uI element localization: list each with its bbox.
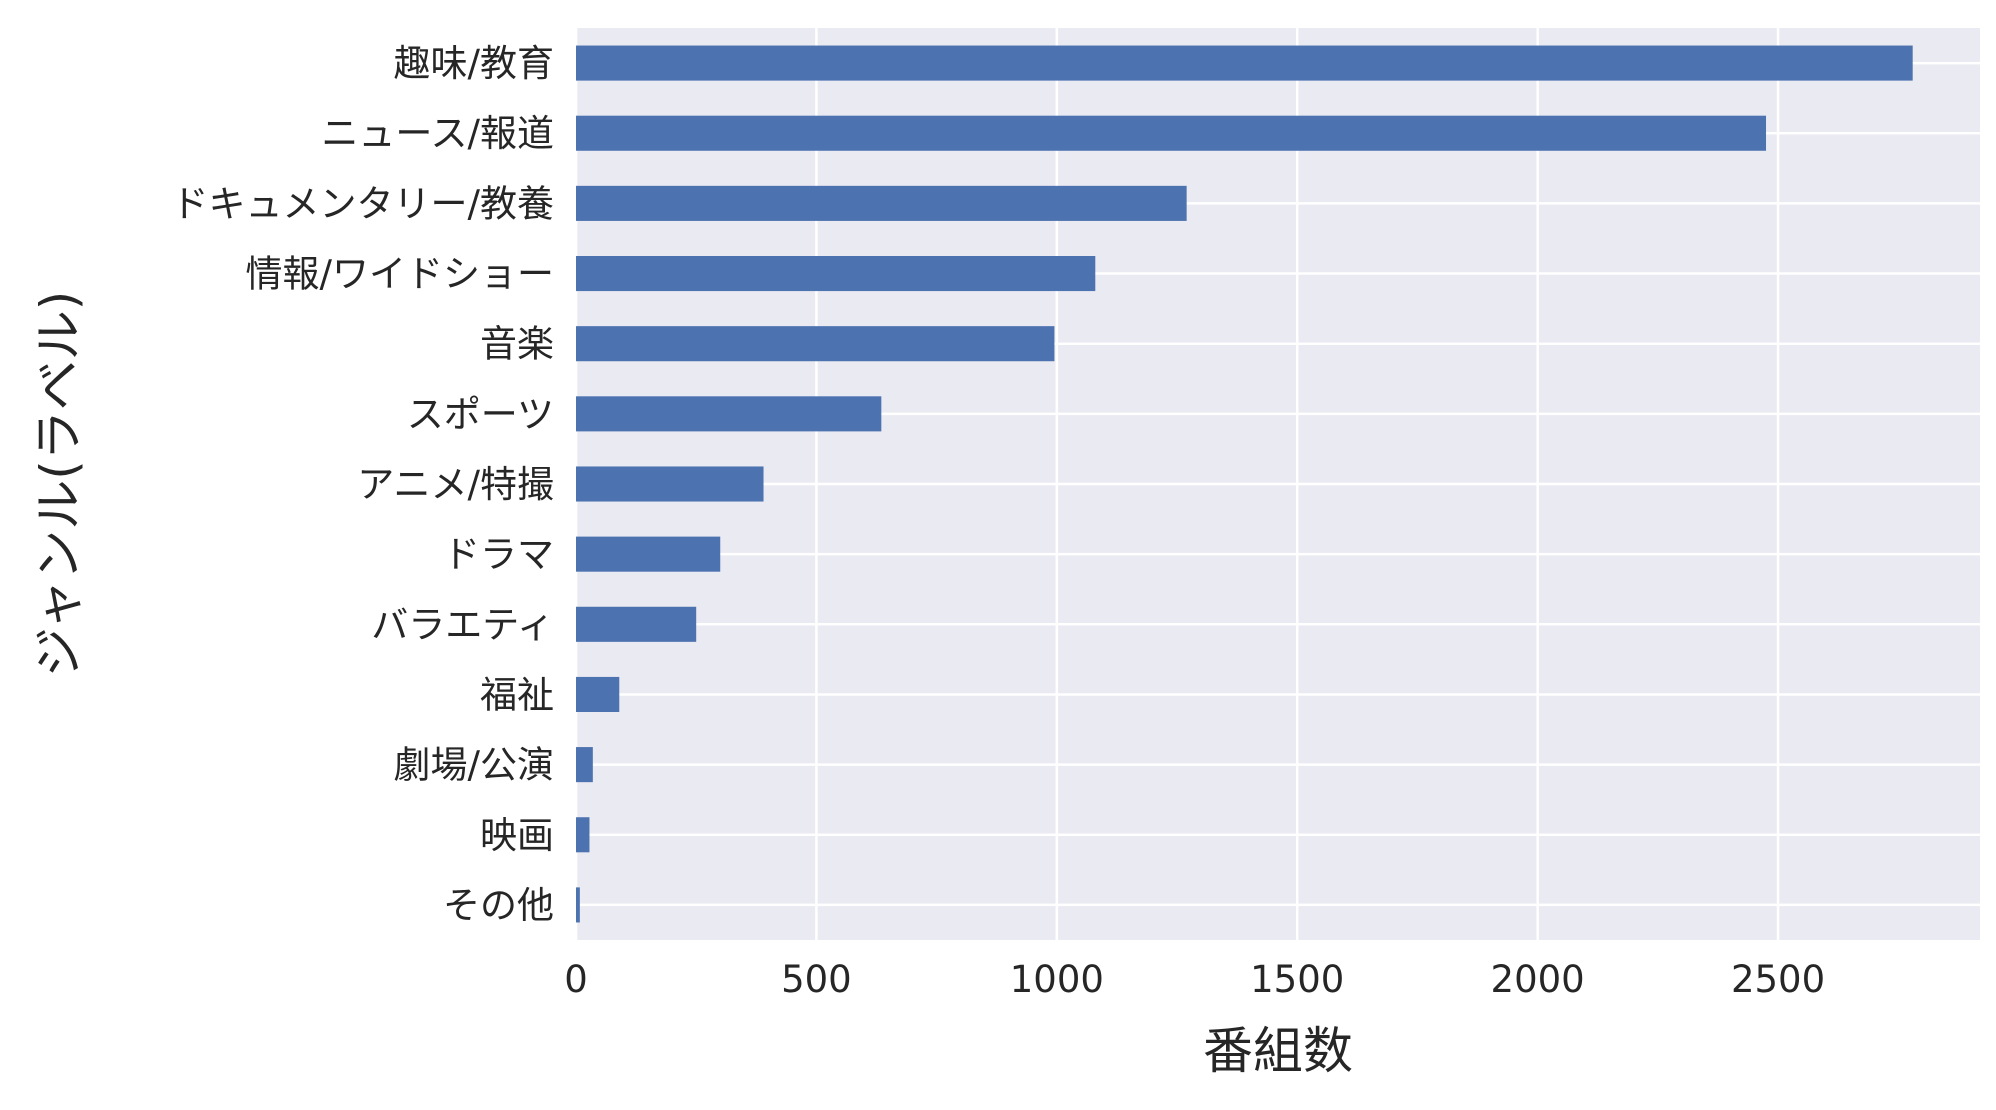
bar-5 [576, 396, 882, 432]
category-label-8: バラエティ [371, 603, 554, 646]
category-label-12: その他 [443, 884, 554, 927]
category-labels: 趣味/教育ニュース/報道ドキュメンタリー/教養情報/ワイドショー音楽スポーツアニ… [172, 42, 554, 927]
bar-7 [576, 536, 721, 572]
category-label-6: アニメ/特撮 [357, 463, 554, 506]
category-label-2: ドキュメンタリー/教養 [172, 182, 554, 225]
category-label-0: 趣味/教育 [394, 42, 554, 85]
x-tick-2: 1000 [1010, 958, 1104, 1001]
bar-6 [576, 466, 764, 502]
bar-12 [576, 887, 580, 923]
category-label-7: ドラマ [443, 533, 554, 576]
x-tick-0: 0 [564, 958, 588, 1001]
category-label-5: スポーツ [407, 393, 554, 436]
y-axis-title: ジャンル(ラベル) [30, 291, 88, 678]
bar-9 [576, 676, 620, 712]
category-label-4: 音楽 [480, 323, 554, 366]
bar-3 [576, 256, 1096, 292]
category-label-11: 映画 [480, 814, 554, 857]
bar-2 [576, 185, 1187, 221]
bar-10 [576, 747, 593, 783]
x-axis-title: 番組数 [1203, 1022, 1353, 1080]
bars [576, 45, 1913, 923]
x-tick-1: 500 [781, 958, 852, 1001]
category-label-3: 情報/ワイドショー [246, 253, 554, 296]
category-label-1: ニュース/報道 [321, 112, 554, 155]
x-tick-5: 2500 [1731, 958, 1825, 1001]
x-tick-3: 1500 [1250, 958, 1344, 1001]
category-label-9: 福祉 [480, 673, 554, 716]
bar-11 [576, 817, 590, 853]
bar-8 [576, 606, 697, 642]
bar-1 [576, 115, 1767, 151]
category-label-10: 劇場/公演 [394, 744, 554, 787]
x-tick-4: 2000 [1491, 958, 1585, 1001]
x-tick-labels: 0 500 1000 1500 2000 2500 [564, 958, 1825, 1001]
bar-4 [576, 326, 1055, 362]
bar-0 [576, 45, 1913, 81]
